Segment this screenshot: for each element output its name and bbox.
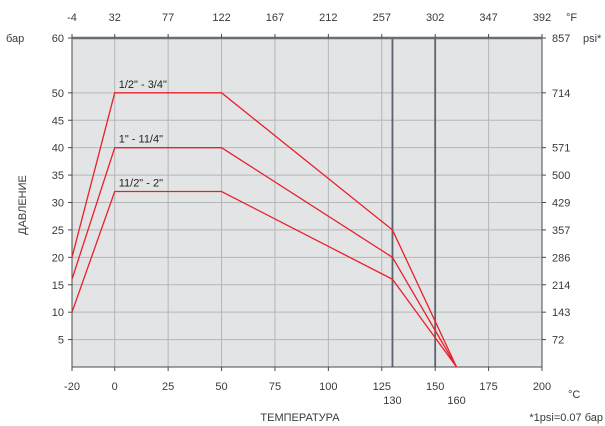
x-unit-label: °C (568, 389, 580, 401)
series-label: 1" - 11/4" (119, 134, 163, 146)
x-tick-label: 150 (426, 381, 444, 393)
y2-tick-label: 714 (552, 88, 570, 100)
series-line (71, 92, 458, 368)
x-tick-label: 25 (162, 381, 174, 393)
x-tick-label: 200 (533, 381, 551, 393)
y2-tick-label: 571 (552, 143, 570, 155)
x2-tick-label: -4 (67, 12, 77, 24)
x-tick-label: 0 (112, 381, 118, 393)
axes (68, 34, 546, 371)
x-tick-label: 75 (269, 381, 281, 393)
x2-tick-label: 392 (533, 12, 551, 24)
x2-tick-label: 77 (162, 12, 174, 24)
series-label: 11/2" - 2" (119, 178, 163, 190)
x-tick-label: 100 (319, 381, 337, 393)
x-tick-label: 50 (215, 381, 227, 393)
x-tick-label: 175 (479, 381, 497, 393)
y-tick-label: 30 (52, 198, 64, 210)
series-labels: 1/2" - 3/4" 1" - 11/4" 11/2" - 2" (119, 79, 167, 190)
x2-unit-label: °F (566, 12, 577, 24)
footnote: *1psi=0.07 бар (529, 412, 603, 424)
x2-tick-label: 302 (426, 12, 444, 24)
y-tick-label: 5 (58, 335, 64, 347)
y-tick-label: 50 (52, 88, 64, 100)
y2-tick-label: 857 (552, 33, 570, 45)
tick-labels: -20 0 25 50 75 100 125 150 175 200 130 160 -4 32 77 122… (52, 12, 571, 407)
x2-tick-label: 347 (479, 12, 497, 24)
series-label: 1/2" - 3/4" (119, 79, 167, 91)
x2-tick-label: 122 (212, 12, 230, 24)
x-tick-label: 125 (373, 381, 391, 393)
y2-tick-label: 429 (552, 198, 570, 210)
series-line (71, 190, 458, 368)
y2-tick-label: 500 (552, 170, 570, 182)
y-tick-label: 40 (52, 143, 64, 155)
reference-lines (391, 38, 437, 367)
x2-tick-label: 212 (319, 12, 337, 24)
x-tick-label-extra: 130 (383, 395, 401, 407)
y2-tick-label: 72 (552, 335, 564, 347)
y-tick-label: 20 (52, 252, 64, 264)
y-tick-label: 15 (52, 280, 64, 292)
series-lines (71, 92, 458, 368)
series-line (71, 147, 458, 368)
y2-unit-label: psi* (583, 33, 602, 45)
y2-tick-label: 357 (552, 225, 570, 237)
x2-tick-label: 32 (109, 12, 121, 24)
y-tick-label: 10 (52, 307, 64, 319)
y-tick-label: 45 (52, 115, 64, 127)
x2-tick-label: 257 (373, 12, 391, 24)
y-unit-label: бар (6, 33, 24, 45)
y-axis-title: ДАВЛЕНИЕ (17, 175, 29, 235)
y-tick-label: 60 (52, 33, 64, 45)
x-tick-label: -20 (64, 381, 80, 393)
x2-tick-label: 167 (266, 12, 284, 24)
y2-tick-label: 214 (552, 280, 570, 292)
y-tick-label: 25 (52, 225, 64, 237)
y-tick-label: 35 (52, 170, 64, 182)
x-axis-title: ТЕМПЕРАТУРА (260, 412, 340, 424)
y2-tick-label: 286 (552, 252, 570, 264)
x-tick-label-extra: 160 (447, 395, 465, 407)
y2-tick-label: 143 (552, 307, 570, 319)
